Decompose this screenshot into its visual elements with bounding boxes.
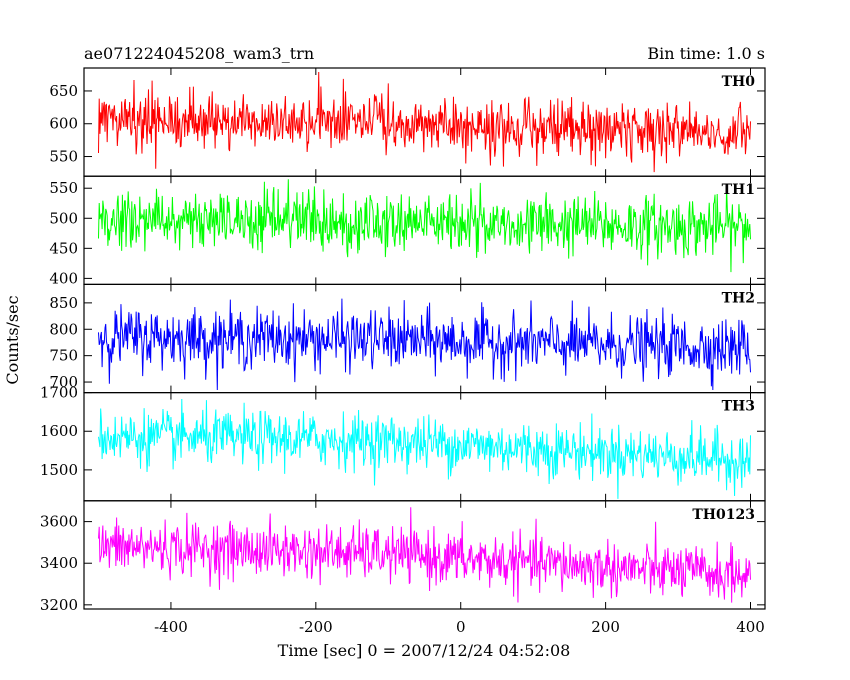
y-tick-label: 1600 xyxy=(40,422,78,440)
panel-th1: 400 450 500 550 TH1 xyxy=(49,175,766,287)
y-tick-label: 3200 xyxy=(40,596,78,614)
chart-title: ae071224045208_wam3_trn xyxy=(84,44,314,63)
y-tick-label: 550 xyxy=(49,148,78,166)
x-tick-label: 400 xyxy=(736,618,765,636)
x-tick-label: -200 xyxy=(299,618,333,636)
x-tick-label: 200 xyxy=(591,618,620,636)
series-line-th0123 xyxy=(97,507,752,603)
x-tick-label: 0 xyxy=(456,618,466,636)
x-axis: -400 -200 0 200 400 xyxy=(154,618,765,636)
x-tick-label: -400 xyxy=(154,618,188,636)
y-tick-label: 1700 xyxy=(40,384,78,402)
bin-time-label: Bin time: 1.0 s xyxy=(647,44,765,63)
y-tick-label: 850 xyxy=(49,294,78,312)
y-tick-label: 700 xyxy=(49,373,78,391)
y-tick-label: 3400 xyxy=(40,554,78,572)
panel-label-th0123: TH0123 xyxy=(692,507,755,523)
y-tick-label: 1500 xyxy=(40,461,78,479)
panel-label-th1: TH1 xyxy=(722,182,755,198)
panel-th3: 1500 1600 1700 TH3 xyxy=(40,384,766,502)
panel-label-th0: TH0 xyxy=(722,74,756,90)
y-tick-label: 400 xyxy=(49,269,78,287)
y-tick-label: 650 xyxy=(49,82,78,100)
series-line-th3 xyxy=(97,399,752,499)
series-line-th1 xyxy=(97,179,752,273)
panel-th0123: 3200 3400 3600 TH0123 xyxy=(40,500,766,614)
panel-th0: 550 600 650 TH0 xyxy=(49,67,766,177)
panels-group: 550 600 650 TH0 400 450 500 550 TH1 700 750 800 850 T… xyxy=(40,67,766,614)
series-line-th0 xyxy=(97,71,752,173)
y-tick-label: 750 xyxy=(49,347,78,365)
panel-label-th3: TH3 xyxy=(722,399,755,415)
y-tick-label: 800 xyxy=(49,320,78,338)
y-axis-title: Counts/sec xyxy=(3,295,22,384)
series-line-th2 xyxy=(97,298,752,390)
y-tick-label: 550 xyxy=(49,179,78,197)
y-tick-label: 600 xyxy=(49,115,78,133)
y-tick-label: 500 xyxy=(49,209,78,227)
x-axis-title: Time [sec] 0 = 2007/12/24 04:52:08 xyxy=(278,641,571,660)
panel-frame xyxy=(83,500,766,610)
panel-label-th2: TH2 xyxy=(722,290,755,306)
y-tick-label: 3600 xyxy=(40,513,78,531)
y-tick-label: 450 xyxy=(49,239,78,257)
panel-th2: 700 750 800 850 TH2 xyxy=(49,283,766,394)
